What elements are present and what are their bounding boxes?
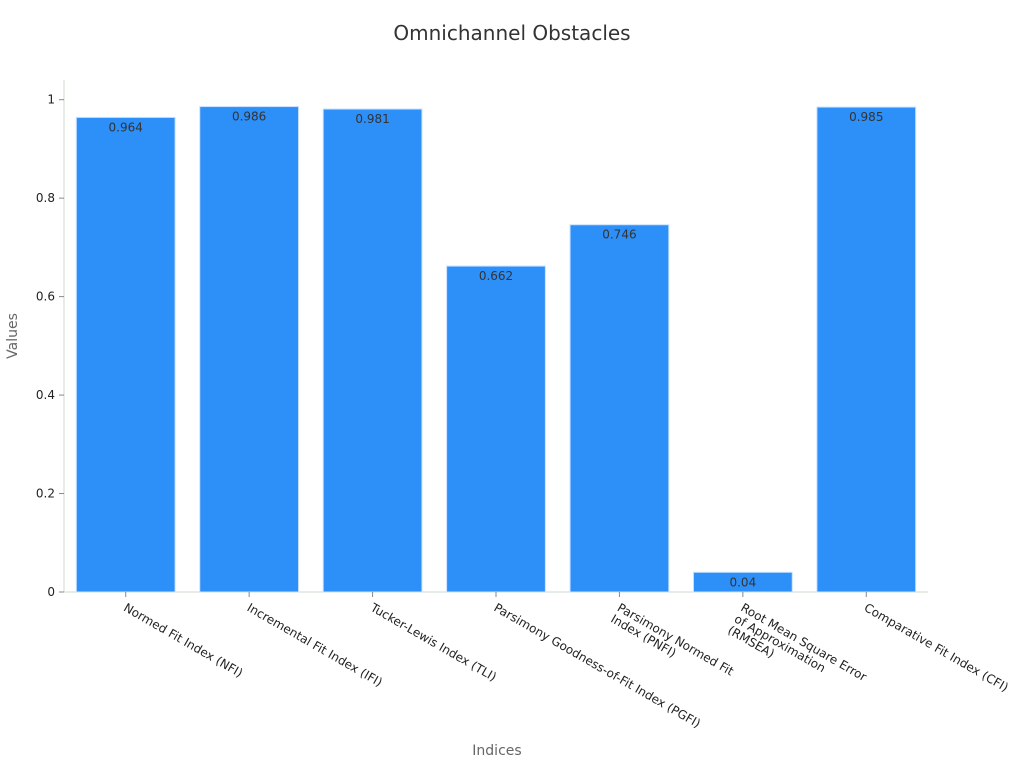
y-tick-label: 0.2 [36,487,55,501]
x-tick-label-line: Parsimony Normed Fit [615,600,736,678]
bar-value-label: 0.746 [602,228,636,242]
bar [816,106,917,593]
chart-title: Omnichannel Obstacles [393,21,630,45]
y-axis-ticks: 0 0.2 0.4 0.6 0.8 1 [36,93,64,599]
y-axis-title: Values [5,313,21,359]
x-tick-label: Tucker-Lewis Index (TLI) [367,600,499,684]
x-tick-label-line: Comparative Fit Index (CFI) [862,600,1011,694]
x-tick-label: Incremental Fit Index (IFI) [245,600,385,689]
y-tick-label: 0.8 [36,191,55,205]
bar-value-label: 0.04 [729,575,756,589]
x-tick-label: Root Mean Square Errorof Approximation(R… [725,600,869,706]
bar [569,224,670,593]
x-tick-label-line: Tucker-Lewis Index (TLI) [367,600,499,684]
x-tick-label-line: Parsimony Goodness-of-Fit Index (PGFI) [492,600,703,730]
x-tick-label-line: Incremental Fit Index (IFI) [245,600,385,689]
bar-value-label: 0.964 [109,120,143,134]
y-tick-label: 1 [47,93,55,107]
x-tick-label: Parsimony Goodness-of-Fit Index (PGFI) [492,600,703,730]
bar-value-label: 0.985 [849,110,883,124]
bar [446,265,546,593]
bar-value-label: 0.986 [232,110,266,124]
x-tick-label-line: Normed Fit Index (NFI) [121,600,245,680]
y-tick-label: 0.6 [36,290,55,304]
y-tick-label: 0.4 [36,388,55,402]
bar-value-label: 0.662 [479,269,513,283]
x-axis-ticks: Normed Fit Index (NFI) Incremental Fit In… [121,592,1011,731]
y-tick-label: 0 [47,585,55,599]
bar-series: 0.964 0.986 0.981 0.662 0.746 0.04 0.985 [75,106,917,593]
bar [199,106,300,593]
x-axis-title: Indices [472,743,521,759]
bar [322,108,423,593]
bar [75,116,176,593]
x-tick-label: Comparative Fit Index (CFI) [862,600,1011,694]
x-tick-label: Normed Fit Index (NFI) [121,600,245,680]
bar-value-label: 0.981 [355,112,389,126]
